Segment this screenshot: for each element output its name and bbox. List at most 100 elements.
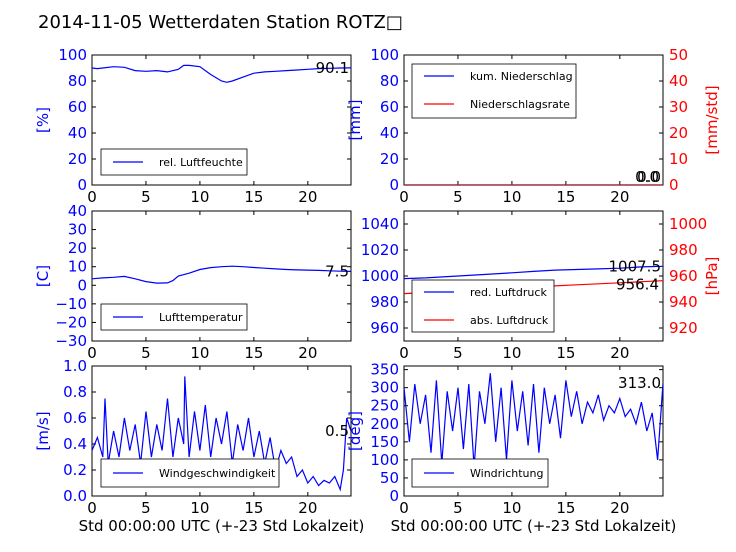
x-tick-label: 0: [399, 499, 409, 517]
y-tick-label-right: 940: [669, 293, 698, 311]
last-value-label: 0.0: [637, 168, 661, 186]
y-axis-label-right: [hPa]: [703, 257, 721, 296]
last-value-label-right: 0.0: [635, 168, 659, 186]
series-line-rel-luftfeuchte: [92, 64, 351, 83]
x-tick-label: 5: [453, 499, 463, 517]
y-axis-label: [deg]: [346, 411, 364, 451]
y-tick-label: 980: [370, 293, 399, 311]
y-tick-label: 200: [370, 415, 399, 433]
y-tick-label: 150: [370, 433, 399, 451]
plot-frame: [403, 365, 664, 497]
last-value-label: 90.1: [316, 59, 349, 77]
y-tick-label: 80: [68, 72, 87, 90]
x-tick-label: 5: [141, 499, 151, 517]
y-tick-label: 350: [370, 361, 399, 379]
y-tick-label: 0: [77, 276, 87, 294]
x-tick-label: 0: [87, 499, 97, 517]
legend-label: Niederschlagsrate: [470, 98, 570, 111]
x-tick-label: 5: [453, 344, 463, 362]
y-tick-label: 30: [68, 221, 87, 239]
x-tick-label: 10: [190, 344, 209, 362]
plot-frame: [91, 54, 352, 186]
y-tick-label-right: 920: [669, 319, 698, 337]
y-tick-label: 100: [370, 46, 399, 64]
x-tick-label: 5: [141, 188, 151, 206]
last-value-label: 313.0: [618, 374, 661, 392]
y-tick-label-right: 1000: [669, 215, 707, 233]
x-tick-label: 15: [556, 188, 575, 206]
y-tick-label: −10: [55, 295, 87, 313]
y-tick-label-right: 0: [669, 176, 679, 194]
y-tick-label: 960: [370, 319, 399, 337]
legend-label: Lufttemperatur: [159, 311, 243, 324]
last-value-label: 0.5: [325, 422, 349, 440]
panel-precipitation: 0 5 10 15 20 0 20 40 60 80 100 0 10 20 30 40 50 [mm] [mm/s…: [346, 46, 721, 206]
y-tick-label: 60: [68, 98, 87, 116]
y-tick-label: 40: [68, 124, 87, 142]
y-tick-label: 40: [380, 124, 399, 142]
legend-label: rel. Luftfeuchte: [159, 156, 243, 169]
y-tick-label: 20: [380, 150, 399, 168]
x-tick-label: 0: [87, 344, 97, 362]
panel-wind_speed: 0 5 10 15 20 0.0 0.2 0.4 0.6 0.8 1.0 [m/s] Std 00:00…: [34, 357, 364, 535]
x-tick-label: 20: [610, 344, 629, 362]
y-tick-label: 20: [68, 239, 87, 257]
y-tick-label: 0.0: [63, 487, 87, 505]
series-line-red-luftdruck: [404, 265, 663, 280]
legend-label: red. Luftdruck: [470, 286, 547, 299]
x-tick-label: 5: [453, 188, 463, 206]
x-tick-label: 20: [298, 499, 317, 517]
x-tick-label: 15: [556, 499, 575, 517]
y-tick-label: 1040: [361, 215, 399, 233]
y-tick-label: 10: [68, 258, 87, 276]
x-tick-label: 20: [298, 188, 317, 206]
legend-box: [411, 63, 577, 119]
legend-box: [411, 279, 555, 333]
y-tick-label: 300: [370, 379, 399, 397]
y-tick-label: 100: [370, 451, 399, 469]
x-tick-label: 0: [87, 188, 97, 206]
series-line-windrichtung: [404, 373, 663, 468]
legend-label: Windgeschwindigkeit: [159, 467, 276, 480]
y-tick-label: 60: [380, 98, 399, 116]
x-tick-label: 20: [298, 344, 317, 362]
x-tick-label: 10: [502, 344, 521, 362]
legend-label: Windrichtung: [470, 467, 543, 480]
last-value-label: 1007.5: [609, 257, 662, 275]
x-tick-label: 0: [399, 188, 409, 206]
panel-pressure: 0 5 10 15 20 960 980 1000 1020 1040 920 940 960 980 10…: [361, 210, 721, 362]
y-tick-label: 0: [389, 487, 399, 505]
y-tick-label: 100: [58, 46, 87, 64]
y-tick-label: 20: [68, 150, 87, 168]
series-line-lufttemperatur: [92, 265, 351, 284]
y-tick-label: 1000: [361, 267, 399, 285]
y-tick-label-right: 960: [669, 267, 698, 285]
y-tick-label: 0.8: [63, 383, 87, 401]
y-tick-label: 0.4: [63, 435, 87, 453]
x-tick-label: 5: [141, 344, 151, 362]
x-tick-label: 0: [399, 344, 409, 362]
y-axis-label: [C]: [34, 265, 52, 287]
y-tick-label: 0: [389, 176, 399, 194]
x-tick-label: 20: [610, 499, 629, 517]
y-tick-label: −30: [55, 332, 87, 350]
y-tick-label: 0.2: [63, 461, 87, 479]
panel-humidity: 0 5 10 15 20 0 20 40 60 80 100 [%] 90.1 rel. Luftfeuc…: [34, 46, 352, 206]
x-tick-label: 20: [610, 188, 629, 206]
x-tick-label: 10: [190, 188, 209, 206]
x-tick-label: 10: [502, 499, 521, 517]
figure-title: 2014-11-05 Wetterdaten Station ROTZ□: [38, 12, 403, 33]
last-value-label: 7.5: [325, 262, 349, 280]
y-axis-label: [%]: [34, 107, 52, 133]
last-value-label-right: 956.4: [616, 276, 659, 294]
y-tick-label-right: 50: [669, 46, 688, 64]
y-tick-label: −20: [55, 313, 87, 331]
legend-label: abs. Luftdruck: [470, 314, 549, 327]
y-tick-label-right: 40: [669, 72, 688, 90]
y-axis-label: [mm]: [346, 100, 364, 141]
x-tick-label: 10: [190, 499, 209, 517]
